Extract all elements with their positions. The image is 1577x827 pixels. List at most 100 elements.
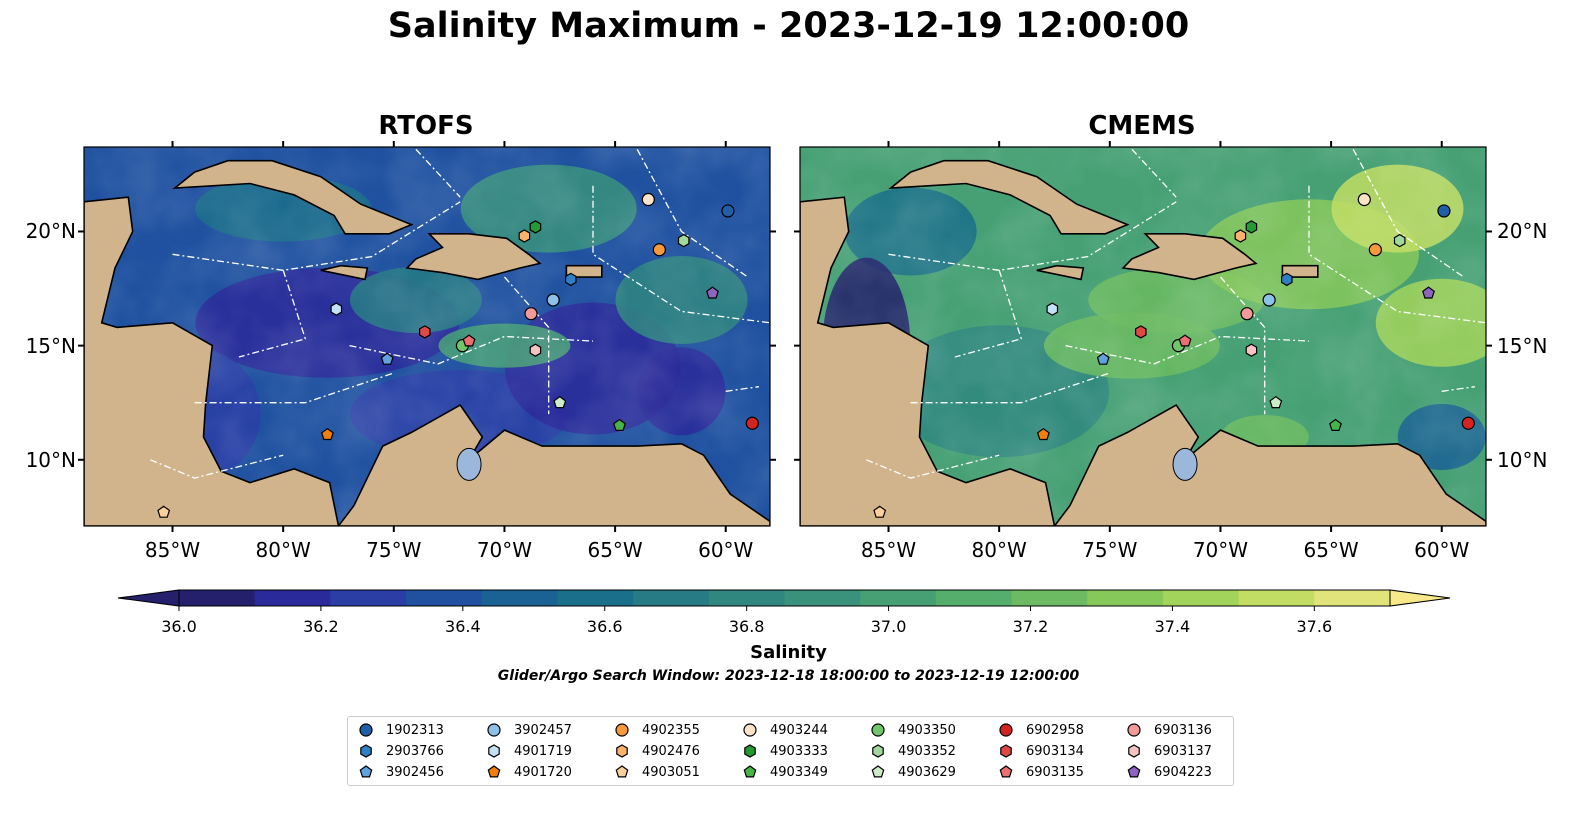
lon-tick-label: 65°W [1303,538,1359,562]
legend-label: 4902355 [642,722,700,738]
float-marker-4901720 [320,427,334,441]
lon-tick-label: 80°W [971,538,1027,562]
circle-marker [743,723,757,737]
colorbar-segment [935,590,1013,606]
colorbar-segment [330,590,407,606]
legend-label: 3902457 [514,722,572,738]
legend-label: 4903629 [898,764,956,780]
float-marker-4903333 [529,220,542,234]
lon-tick-label: 85°W [860,538,917,562]
colorbar-tick-label: 36.4 [445,617,481,636]
lat-tick-label: 10°N [1497,447,1548,472]
float-marker-3902457 [546,293,560,307]
hexagon-marker-icon [1000,744,1012,758]
circle-marker-icon [743,723,757,737]
float-marker-3902456 [1096,352,1110,365]
float-marker-4903352 [1393,233,1406,248]
circle-marker [871,723,885,737]
figure-title: Salinity Maximum - 2023-12-19 12:00:00 [387,6,1190,46]
colorbar-segment [254,590,331,606]
colorbar-segment [860,590,937,606]
circle-marker [615,723,629,737]
pentagon-marker [487,765,501,778]
colorbar-segment [784,590,861,606]
circle-marker [1127,723,1141,737]
legend-item: 6903136 [1126,720,1212,740]
hexagon-marker [616,744,628,758]
float-marker-6903134 [1134,325,1147,339]
legend-label: 4903333 [770,743,828,759]
colorbar-segment [1162,590,1240,606]
circle-marker-icon [359,723,373,737]
map-panel-cmems [794,141,1492,532]
legend-label: 4903352 [898,743,956,759]
pentagon-marker-icon [871,765,885,778]
float-marker-4903051 [157,505,171,518]
legend-item: 6903135 [998,762,1084,782]
colorbar-tick-label: 36.0 [161,617,197,636]
pentagon-marker-icon [1127,765,1141,778]
legend-label: 4903349 [770,764,828,780]
legend-item: 4901719 [486,741,572,761]
legend-item: 4903051 [614,762,700,782]
colorbar-segment [1011,590,1088,606]
float-marker-4901719 [1046,302,1059,316]
legend-item: 4903629 [870,762,956,782]
circle-marker-icon [871,723,885,737]
hexagon-marker-icon [360,744,372,758]
float-marker-6902958 [1461,416,1475,430]
float-marker-4903629 [1269,395,1283,409]
circle-marker [487,723,501,737]
hexagon-marker-icon [1128,744,1140,758]
float-marker-6903136 [1240,307,1254,321]
legend-item: 6902958 [998,720,1084,740]
legend-label: 4903350 [898,722,956,738]
legend-label: 6903134 [1026,743,1084,759]
pentagon-marker-icon [487,765,501,778]
circle-marker [999,723,1013,737]
colorbar-tick-label: 37.0 [870,617,907,636]
lon-tick-label: 60°W [698,538,754,562]
legend-label: 6904223 [1154,764,1212,780]
legend-item: 3902457 [486,720,572,740]
legend-item: 1902313 [358,720,444,740]
legend-label: 1902313 [386,722,444,738]
float-marker-4903352 [677,233,690,248]
colorbar-segment [406,590,483,606]
hexagon-marker [360,744,372,758]
float-marker-6903137 [529,343,542,357]
hexagon-marker [1000,744,1012,758]
colorbar-tick-label: 36.2 [303,617,339,636]
panel-title-cmems: CMEMS [1088,111,1196,141]
legend-item: 4903333 [742,741,828,761]
float-legend: 1902313 2903766 3902456 3902457 4901719 49017… [347,716,1234,786]
float-marker-6904223 [1422,286,1435,299]
legend-item: 4901720 [486,762,572,782]
land-masses [800,159,1486,526]
legend-item: 4903350 [870,720,956,740]
float-marker-4902476 [518,229,531,243]
search-window-subtitle: Glider/Argo Search Window: 2023-12-18 18… [497,668,1080,684]
lon-tick-label: 75°W [366,538,422,562]
legend-item: 6904223 [1126,762,1212,782]
lon-tick-label: 80°W [255,538,311,562]
float-marker-3902456 [380,352,394,365]
legend-item: 3902456 [358,762,444,782]
lat-tick-label: 20°N [1497,219,1548,244]
circle-marker-icon [999,723,1013,737]
colorbar-segment [557,590,634,606]
hexagon-marker-icon [744,744,756,758]
lon-tick-label: 65°W [587,538,643,562]
float-marker-6903135 [1178,334,1192,347]
pentagon-marker-icon [615,765,629,778]
legend-item: 4903349 [742,762,828,782]
hexagon-marker-icon [872,744,884,758]
lat-tick-label: 20°N [25,219,76,244]
float-marker-4903629 [553,395,567,409]
legend-label: 4903051 [642,764,700,780]
float-marker-4902355 [1368,243,1382,257]
float-marker-1902313 [1437,204,1451,218]
legend-label: 2903766 [386,743,444,759]
circle-marker-icon [1127,723,1141,737]
